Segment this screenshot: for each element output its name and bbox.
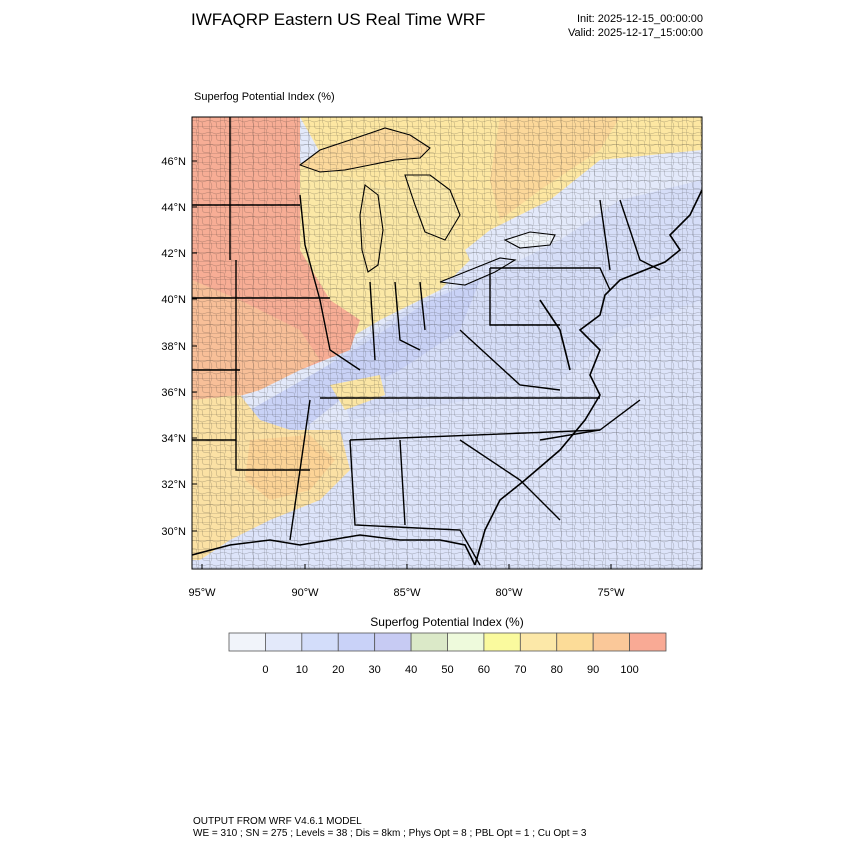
colorbar-label: 50: [441, 664, 453, 676]
map-panel: [192, 117, 702, 569]
colorbar-swatch: [265, 632, 303, 652]
state-boundaries: [192, 117, 661, 566]
lat-label: 46°N: [161, 156, 186, 168]
colorbar-swatch: [447, 632, 485, 652]
colorbar-label: 20: [332, 664, 344, 676]
colorbar-label: 0: [262, 664, 268, 676]
lon-label: 75°W: [597, 587, 625, 599]
lon-label: 80°W: [495, 587, 523, 599]
colorbar-label: 80: [551, 664, 563, 676]
lat-label: 30°N: [161, 526, 186, 538]
colorbar-label: 40: [405, 664, 417, 676]
colorbar-swatch: [228, 632, 266, 652]
colorbar-swatch: [374, 632, 412, 652]
colorbar-swatch: [629, 632, 667, 652]
lat-label: 32°N: [161, 479, 186, 491]
lon-label: 95°W: [188, 587, 216, 599]
valid-time: Valid: 2025-12-17_15:00:00: [568, 27, 703, 39]
init-time: Init: 2025-12-15_00:00:00: [577, 13, 703, 25]
colorbar-swatch: [410, 632, 448, 652]
lat-label: 36°N: [161, 387, 186, 399]
colorbar-label: 60: [478, 664, 490, 676]
field-label: Superfog Potential Index (%): [194, 91, 335, 103]
lat-label: 42°N: [161, 248, 186, 260]
map-frame: [191, 116, 703, 570]
lat-label: 40°N: [161, 294, 186, 306]
coastline: [192, 189, 702, 566]
chart-title: IWFAQRP Eastern US Real Time WRF: [191, 10, 486, 29]
colorbar-label: 70: [514, 664, 526, 676]
colorbar-swatch: [556, 632, 594, 652]
footer-model: OUTPUT FROM WRF V4.6.1 MODEL: [193, 816, 362, 827]
colorbar-swatch: [592, 632, 630, 652]
colorbar-swatch: [337, 632, 376, 652]
lon-label: 85°W: [393, 587, 421, 599]
colorbar-swatch: [301, 632, 339, 652]
lat-label: 38°N: [161, 341, 186, 353]
lat-label: 34°N: [161, 433, 186, 445]
colorbar-label: 30: [369, 664, 381, 676]
colorbar-label: 10: [296, 664, 308, 676]
colorbar-swatch: [483, 632, 521, 652]
footer-config: WE = 310 ; SN = 275 ; Levels = 38 ; Dis …: [193, 828, 587, 839]
colorbar-label: 100: [620, 664, 638, 676]
colorbar-swatch: [519, 632, 558, 652]
lon-label: 90°W: [291, 587, 319, 599]
colorbar-title: Superfog Potential Index (%): [370, 615, 524, 629]
lat-label: 44°N: [161, 202, 186, 214]
colorbar-label: 90: [587, 664, 599, 676]
colorbar: [228, 632, 667, 652]
